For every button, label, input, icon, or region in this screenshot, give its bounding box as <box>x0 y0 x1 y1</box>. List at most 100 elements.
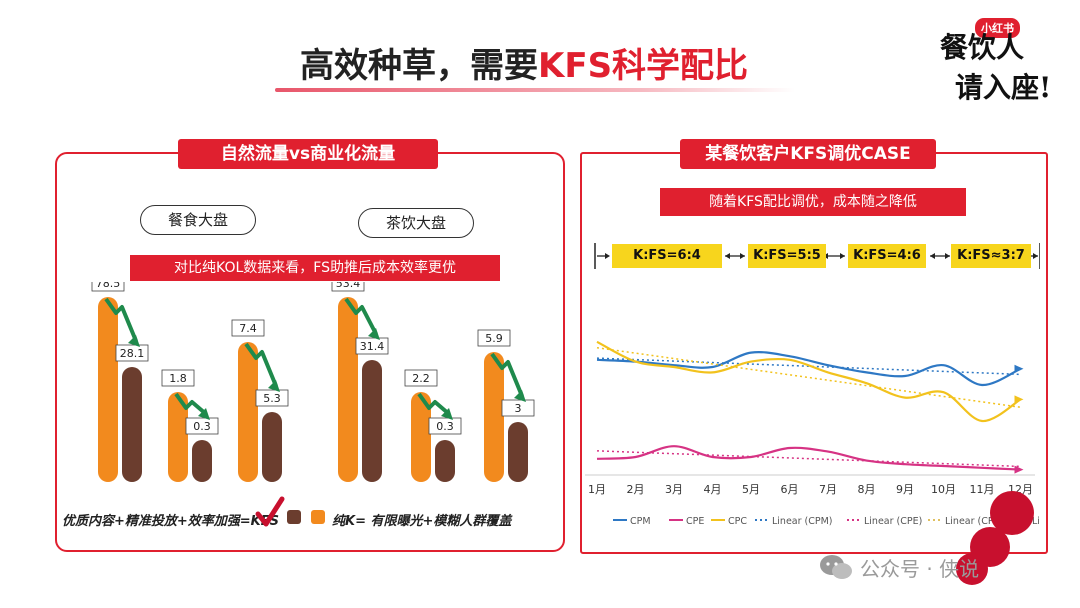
bar-label-box <box>161 369 195 387</box>
ratio-label-4: K:FS≈3:7 <box>951 244 1031 268</box>
brand-badge: 小红书 <box>975 18 1020 38</box>
bar-label-box <box>355 337 389 355</box>
check-mark-icon <box>255 496 285 527</box>
bar-pure-k <box>362 360 382 482</box>
legend-label: CPC <box>728 516 747 527</box>
bar-label-box <box>428 417 462 435</box>
series-end-arrow <box>1014 465 1024 474</box>
x-tick-label: 4月 <box>704 483 722 496</box>
bar-label-box <box>477 329 511 347</box>
group-label-tea: 茶饮大盘 <box>358 208 474 238</box>
legend-swatch-orange <box>311 510 325 524</box>
bar-charts: 78.5 28.1 1.8 0.3 7.4 5.3 53.4 31.4 2.2 0.3 5.9 3 <box>91 282 535 482</box>
x-tick-label: 9月 <box>896 483 914 496</box>
bar-label-box <box>501 399 535 417</box>
bar-label-box <box>255 389 289 407</box>
series-line-cpe <box>596 445 1021 471</box>
legend-label: Linear (CPC) <box>1032 516 1040 527</box>
bar-value-label: 0.3 <box>193 420 211 433</box>
bar-label-box <box>115 344 149 362</box>
x-tick-label: 2月 <box>627 483 645 496</box>
logo-line-2: 请入座! <box>955 71 1052 104</box>
bar-value-label: 78.5 <box>96 282 121 290</box>
legend-label: Linear (CPE) <box>864 516 922 527</box>
bar-label-box <box>91 282 125 292</box>
x-tick-label: 3月 <box>665 483 683 496</box>
bar-label-box <box>404 369 438 387</box>
down-arrow-icon <box>104 297 138 342</box>
bar-pure-k <box>508 422 528 482</box>
legend-swatch-brown <box>287 510 301 524</box>
group-label-food: 餐食大盘 <box>140 205 256 235</box>
arrow-head <box>514 390 526 402</box>
bar-pure-k <box>262 412 282 482</box>
x-tick-label: 8月 <box>858 483 876 496</box>
decorative-circles <box>956 491 1034 585</box>
bar-kfs <box>411 392 431 482</box>
wechat-icon <box>820 555 852 579</box>
left-panel-tag: 自然流量vs商业化流量 <box>178 139 438 169</box>
series-end-arrow <box>1014 364 1024 373</box>
logo-line-1: 餐饮人 <box>940 31 1025 64</box>
ratio-label-2: K:FS=5:5 <box>748 244 826 268</box>
trend-line-cpe <box>596 450 1021 468</box>
arrow-head <box>268 380 280 392</box>
arrow-head <box>368 328 380 340</box>
bar-kfs <box>338 297 358 482</box>
arrow-head <box>128 335 140 347</box>
bar-kfs <box>238 342 258 482</box>
legend-label: Linear (CPM) <box>772 516 833 527</box>
bar-value-label: 1.8 <box>169 372 187 385</box>
ratio-timeline <box>594 243 1040 269</box>
down-arrow-icon <box>244 342 278 387</box>
arrow-head <box>441 408 453 420</box>
watermark: 公众号 · 侠说 <box>860 557 980 581</box>
right-banner: 随着KFS配比调优，成本随之降低 <box>660 188 966 216</box>
right-panel <box>580 152 1048 554</box>
series-line-cpc <box>596 340 1022 423</box>
bar-value-label: 0.3 <box>436 420 454 433</box>
arrow-head <box>198 408 210 420</box>
bar-pure-k <box>192 440 212 482</box>
bar-value-label: 2.2 <box>412 372 430 385</box>
series-end-arrow <box>1014 395 1024 404</box>
bar-kfs <box>98 297 118 482</box>
bar-label-box <box>185 417 219 435</box>
legend-label: CPM <box>630 516 651 527</box>
down-arrow-icon <box>417 392 451 416</box>
trend-line-cpc <box>596 346 1021 409</box>
bar-value-label: 28.1 <box>120 347 145 360</box>
x-tick-label: 6月 <box>781 483 799 496</box>
bar-pure-k <box>122 367 142 482</box>
bar-label-box <box>231 319 265 337</box>
x-tick-label: 7月 <box>819 483 837 496</box>
title-underline <box>275 88 795 92</box>
bar-kfs <box>168 392 188 482</box>
left-banner: 对比纯KOL数据来看，FS助推后成本效率更优 <box>130 255 500 281</box>
x-tick-label: 10月 <box>931 483 956 496</box>
bar-value-label: 5.9 <box>485 332 503 345</box>
down-arrow-icon <box>174 392 208 416</box>
bar-kfs <box>484 352 504 482</box>
x-tick-label: 1月 <box>588 483 606 496</box>
right-panel-tag: 某餐饮客户KFS调优CASE <box>680 139 936 169</box>
down-arrow-icon <box>490 352 524 397</box>
bar-value-label: 7.4 <box>239 322 257 335</box>
ratio-label-3: K:FS=4:6 <box>848 244 926 268</box>
legend-kfs-label: 优质内容+精准投放+效率加强=KFS <box>62 514 279 529</box>
x-tick-label: 5月 <box>742 483 760 496</box>
legend-label: Linear (CPC) <box>945 516 1004 527</box>
bar-value-label: 3 <box>515 402 522 415</box>
legend-k-label: 纯K= 有限曝光+模糊人群覆盖 <box>332 514 512 529</box>
bar-label-box <box>331 282 365 292</box>
x-tick-label: 11月 <box>970 483 995 496</box>
bar-value-label: 53.4 <box>336 282 361 290</box>
bar-value-label: 31.4 <box>360 340 385 353</box>
ratio-label-1: K:FS=6:4 <box>612 244 722 268</box>
bar-pure-k <box>435 440 455 482</box>
series-line-cpm <box>596 351 1021 387</box>
bar-value-label: 5.3 <box>263 392 281 405</box>
legend-label: CPE <box>686 516 704 527</box>
page-title: 高效种草，需要KFS科学配比 <box>300 46 749 86</box>
